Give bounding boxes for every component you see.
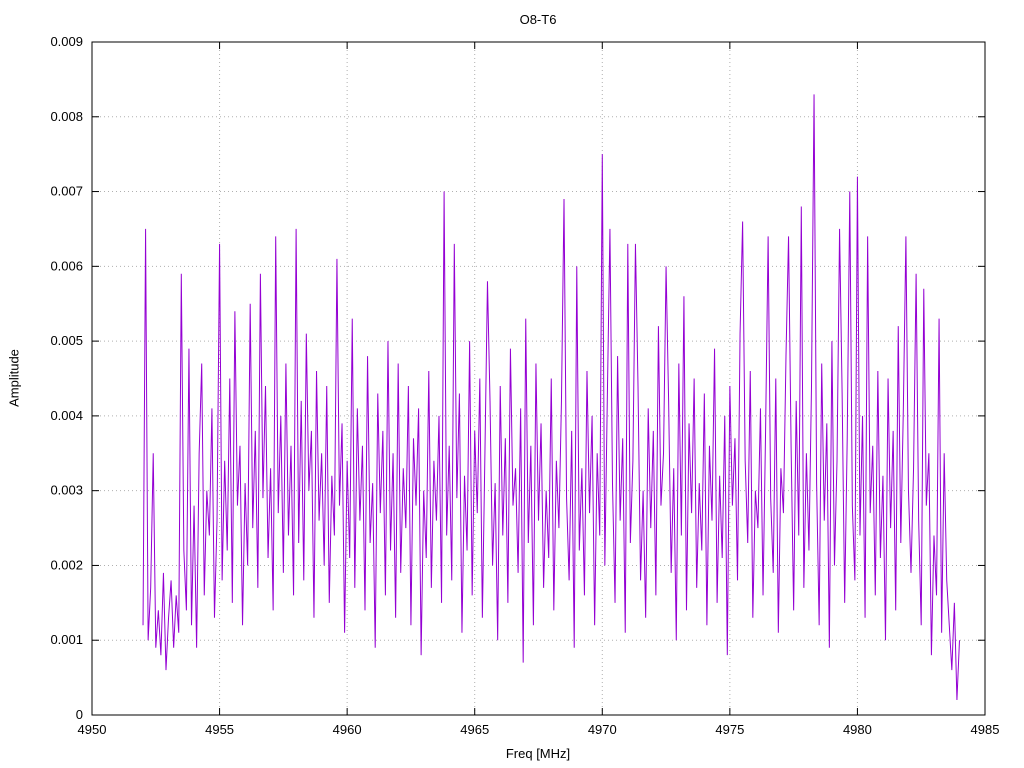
- y-tick-label: 0.006: [50, 258, 83, 273]
- y-tick-label: 0.009: [50, 34, 83, 49]
- x-tick-label: 4950: [78, 722, 107, 737]
- y-tick-label: 0: [76, 707, 83, 722]
- y-tick-label: 0.003: [50, 483, 83, 498]
- x-axis-label: Freq [MHz]: [505, 746, 571, 761]
- y-tick-label: 0.001: [50, 632, 83, 647]
- x-tick-label: 4960: [333, 722, 362, 737]
- y-tick-label: 0.008: [50, 109, 83, 124]
- y-tick-label: 0.004: [50, 408, 83, 423]
- x-tick-label: 4965: [460, 722, 489, 737]
- y-tick-label: 0.005: [50, 333, 83, 348]
- chart-title: O8-T6: [519, 12, 557, 27]
- x-tick-label: 4955: [205, 722, 234, 737]
- data-series-line: [142, 94, 960, 701]
- x-tick-label: 4980: [843, 722, 872, 737]
- x-tick-label: 4975: [715, 722, 744, 737]
- y-tick-label: 0.007: [50, 184, 83, 199]
- plot-border: [91, 41, 986, 716]
- y-axis-label: Amplitude: [6, 349, 22, 407]
- x-tick-label: 4985: [971, 722, 1000, 737]
- x-tick-label: 4970: [588, 722, 617, 737]
- y-tick-label: 0.002: [50, 557, 83, 572]
